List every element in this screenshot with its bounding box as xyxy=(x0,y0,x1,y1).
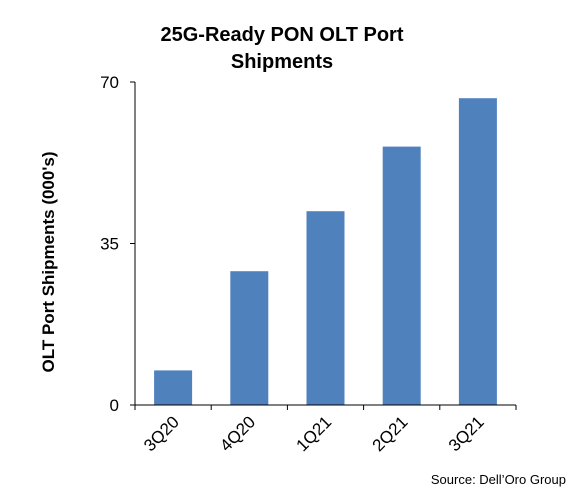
bar-4q20 xyxy=(230,271,269,405)
chart-title-line-1: 25G-Ready PON OLT Port xyxy=(160,24,403,46)
y-tick-label: 70 xyxy=(100,73,119,92)
bar-1q21 xyxy=(306,211,345,405)
y-axis-label: OLT Port Shipments (000's) xyxy=(39,152,58,373)
x-tick-label: 4Q20 xyxy=(216,412,259,455)
chart-title-line-2: Shipments xyxy=(231,51,333,73)
x-tick-label: 3Q20 xyxy=(140,412,183,455)
y-tick-label: 0 xyxy=(110,396,119,415)
x-tick-label: 1Q21 xyxy=(292,412,335,455)
y-tick-label: 35 xyxy=(100,235,119,254)
source-note: Source: Dell’Oro Group xyxy=(431,472,566,487)
bar-3q21 xyxy=(458,98,497,405)
bar-2q21 xyxy=(382,146,421,405)
bar-3q20 xyxy=(154,370,193,405)
x-tick-label: 3Q21 xyxy=(445,412,488,455)
bars-layer xyxy=(154,98,497,405)
x-tick-label: 2Q21 xyxy=(369,412,412,455)
axes-layer xyxy=(130,81,517,410)
